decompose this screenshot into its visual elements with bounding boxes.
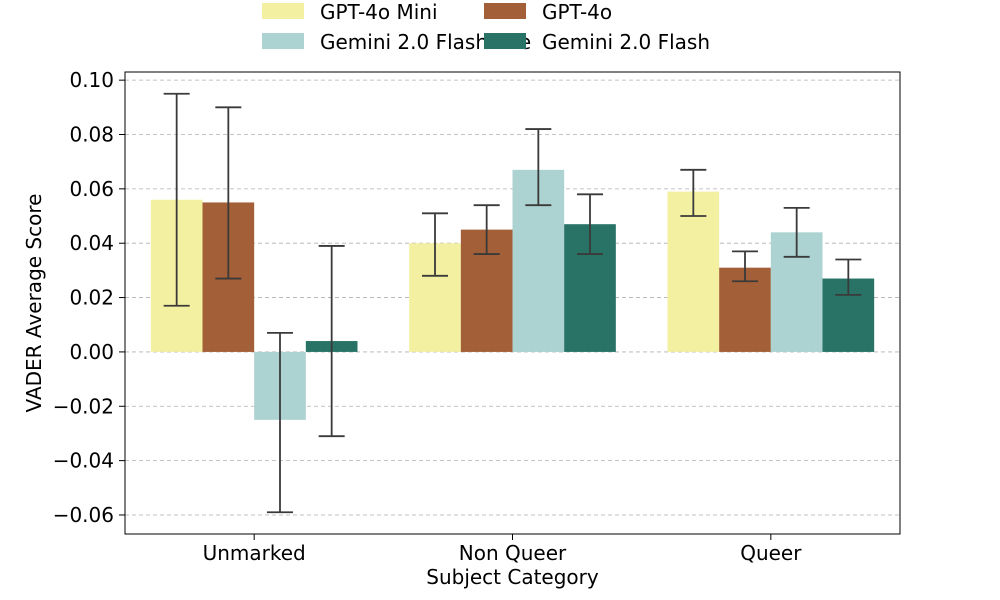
- error-bar: [215, 106, 242, 280]
- error-bar: [732, 250, 758, 283]
- x-tick-label: Non Queer: [459, 541, 567, 565]
- error-bar: [525, 128, 552, 207]
- y-tick-label: 0.08: [69, 123, 114, 147]
- error-bar: [318, 245, 345, 438]
- y-tick-label: −0.06: [53, 503, 114, 527]
- legend-swatch: [262, 33, 304, 49]
- legend-label: GPT-4o Mini: [320, 0, 438, 24]
- error-bar: [783, 206, 810, 258]
- error-bar: [422, 212, 448, 277]
- error-bar: [577, 193, 603, 255]
- y-tick-label: 0.06: [69, 177, 114, 201]
- y-axis-label: VADER Average Score: [22, 194, 46, 413]
- legend-swatch: [484, 33, 526, 49]
- bars: [150, 169, 875, 420]
- legend-swatch: [484, 3, 526, 19]
- error-bar: [163, 92, 190, 307]
- legend-item: GPT-4o: [484, 0, 612, 24]
- x-axis-label: Subject Category: [426, 565, 599, 589]
- bar: [667, 191, 720, 352]
- x-tick-label: Unmarked: [203, 541, 306, 565]
- y-tick-label: 0.00: [69, 340, 114, 364]
- legend-swatch: [262, 3, 304, 19]
- y-tick-label: −0.02: [53, 394, 114, 418]
- legend-label: GPT-4o: [542, 0, 612, 24]
- x-tick-label: Queer: [740, 541, 802, 565]
- error-bar: [835, 258, 862, 296]
- legend-label: Gemini 2.0 Flash: [542, 30, 710, 54]
- error-bar: [680, 168, 707, 217]
- legend-item: Gemini 2.0 Flash: [484, 30, 710, 54]
- legend-item: GPT-4o Mini: [262, 0, 438, 24]
- y-tick-label: 0.10: [69, 68, 114, 92]
- y-tick-label: 0.04: [69, 231, 114, 255]
- y-axis-ticks: −0.06 −0.04 −0.02 0.00 0.02 0.04 0.06 0.08 0.10: [53, 68, 125, 527]
- error-bar: [267, 331, 293, 514]
- error-bar: [473, 204, 500, 255]
- y-tick-label: −0.04: [53, 449, 114, 473]
- error-bars: [163, 92, 862, 514]
- y-tick-label: 0.02: [69, 286, 114, 310]
- x-axis-ticks: Unmarked Non Queer Queer: [203, 534, 802, 565]
